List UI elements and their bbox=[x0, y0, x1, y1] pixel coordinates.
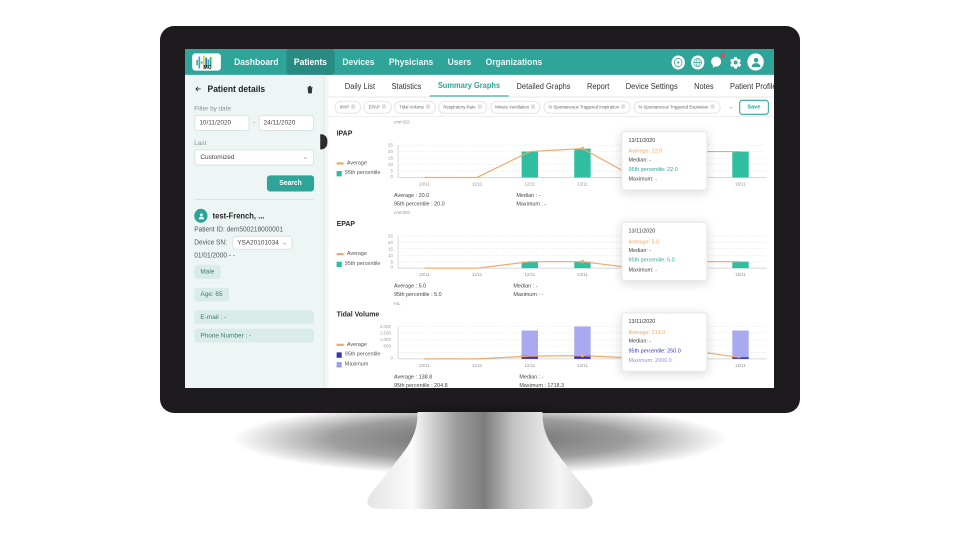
svg-text:15: 15 bbox=[388, 156, 393, 161]
svg-text:500: 500 bbox=[384, 343, 392, 348]
svg-text:25: 25 bbox=[388, 143, 393, 148]
svg-text:5: 5 bbox=[390, 169, 393, 174]
svg-text:15: 15 bbox=[388, 246, 393, 251]
svg-text:12/11: 12/11 bbox=[524, 272, 535, 277]
svg-text:16/11: 16/11 bbox=[735, 181, 746, 186]
svg-text:0: 0 bbox=[390, 174, 393, 179]
svg-text:13/11: 13/11 bbox=[577, 363, 588, 368]
svg-text:0: 0 bbox=[390, 265, 393, 270]
svg-text:10/11: 10/11 bbox=[419, 181, 430, 186]
svg-text:1,000: 1,000 bbox=[380, 337, 391, 342]
svg-text:11/11: 11/11 bbox=[472, 272, 483, 277]
svg-text:12/11: 12/11 bbox=[524, 363, 535, 368]
svg-text:13/11: 13/11 bbox=[577, 181, 588, 186]
svg-text:13/11: 13/11 bbox=[577, 272, 588, 277]
svg-text:11/11: 11/11 bbox=[472, 181, 483, 186]
svg-text:16/11: 16/11 bbox=[735, 272, 746, 277]
svg-text:5: 5 bbox=[390, 259, 393, 264]
svg-text:10/11: 10/11 bbox=[419, 272, 430, 277]
svg-text:2,000: 2,000 bbox=[380, 324, 391, 329]
svg-text:0: 0 bbox=[390, 355, 393, 360]
svg-text:11/11: 11/11 bbox=[472, 363, 483, 368]
svg-text:16/11: 16/11 bbox=[735, 363, 746, 368]
svg-text:20: 20 bbox=[388, 240, 393, 245]
svg-text:20: 20 bbox=[388, 149, 393, 154]
svg-text:25: 25 bbox=[388, 233, 393, 238]
svg-text:MC: MC bbox=[204, 64, 212, 69]
svg-text:12/11: 12/11 bbox=[524, 181, 535, 186]
svg-text:10: 10 bbox=[388, 162, 393, 167]
svg-text:10/11: 10/11 bbox=[419, 363, 430, 368]
svg-text:1,500: 1,500 bbox=[380, 330, 391, 335]
svg-text:10: 10 bbox=[388, 253, 393, 258]
